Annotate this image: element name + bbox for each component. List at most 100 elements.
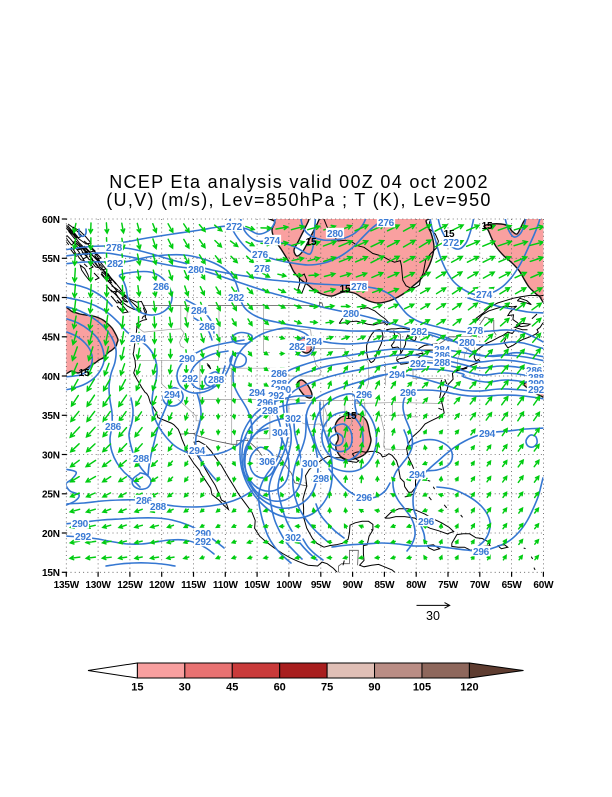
- svg-text:(U,V) (m/s), Lev=850hPa ; T (K: (U,V) (m/s), Lev=850hPa ; T (K), Lev=950: [106, 190, 491, 210]
- svg-text:298: 298: [313, 474, 330, 485]
- svg-text:286: 286: [434, 351, 451, 362]
- svg-text:115W: 115W: [181, 580, 207, 591]
- svg-text:120: 120: [460, 682, 478, 694]
- svg-text:15: 15: [79, 368, 90, 379]
- svg-text:292: 292: [182, 374, 199, 385]
- svg-text:296: 296: [418, 517, 435, 528]
- svg-text:292: 292: [410, 359, 427, 370]
- svg-text:298: 298: [262, 406, 279, 417]
- svg-text:105W: 105W: [244, 580, 270, 591]
- svg-text:300: 300: [302, 459, 319, 470]
- svg-text:70W: 70W: [470, 580, 491, 591]
- svg-text:292: 292: [528, 385, 545, 396]
- svg-text:95W: 95W: [311, 580, 332, 591]
- svg-text:294: 294: [189, 446, 206, 457]
- svg-text:15: 15: [482, 221, 493, 232]
- svg-text:286: 286: [136, 496, 153, 507]
- svg-text:30N: 30N: [42, 450, 60, 461]
- svg-text:280: 280: [327, 229, 344, 240]
- svg-text:282: 282: [411, 327, 428, 338]
- svg-text:296: 296: [356, 390, 373, 401]
- svg-text:284: 284: [191, 306, 208, 317]
- svg-text:15: 15: [306, 237, 317, 248]
- svg-text:105: 105: [413, 682, 431, 694]
- svg-text:125W: 125W: [117, 580, 143, 591]
- svg-text:30: 30: [426, 609, 440, 623]
- svg-text:280: 280: [188, 265, 205, 276]
- svg-text:278: 278: [467, 326, 484, 337]
- svg-text:55N: 55N: [42, 254, 60, 265]
- svg-text:60W: 60W: [533, 580, 554, 591]
- svg-text:286: 286: [153, 282, 170, 293]
- svg-text:292: 292: [75, 532, 92, 543]
- svg-text:288: 288: [150, 502, 167, 513]
- svg-text:290: 290: [72, 519, 89, 530]
- svg-text:280: 280: [343, 309, 360, 320]
- svg-text:90W: 90W: [343, 580, 364, 591]
- svg-text:286: 286: [271, 369, 288, 380]
- svg-text:282: 282: [228, 293, 245, 304]
- svg-text:45N: 45N: [42, 333, 60, 344]
- svg-text:135W: 135W: [54, 580, 80, 591]
- svg-text:290: 290: [195, 529, 212, 540]
- svg-text:60: 60: [274, 682, 286, 694]
- svg-text:296: 296: [400, 388, 417, 399]
- svg-text:15: 15: [131, 682, 143, 694]
- svg-text:45: 45: [226, 682, 238, 694]
- svg-text:278: 278: [254, 264, 271, 275]
- svg-text:302: 302: [285, 533, 302, 544]
- svg-text:80W: 80W: [406, 580, 427, 591]
- svg-text:40N: 40N: [42, 372, 60, 383]
- svg-text:286: 286: [199, 322, 216, 333]
- svg-text:294: 294: [409, 470, 426, 481]
- svg-text:278: 278: [351, 282, 368, 293]
- svg-text:35N: 35N: [42, 411, 60, 422]
- svg-text:290: 290: [179, 354, 196, 365]
- svg-text:15: 15: [340, 284, 351, 295]
- svg-text:286: 286: [526, 366, 543, 377]
- svg-text:282: 282: [107, 259, 124, 270]
- svg-text:110W: 110W: [213, 580, 239, 591]
- svg-text:120W: 120W: [149, 580, 175, 591]
- svg-text:15: 15: [444, 229, 455, 240]
- svg-text:294: 294: [164, 390, 181, 401]
- svg-text:65W: 65W: [502, 580, 523, 591]
- svg-text:282: 282: [289, 342, 306, 353]
- svg-text:30: 30: [179, 682, 191, 694]
- svg-text:288: 288: [208, 375, 225, 386]
- svg-text:294: 294: [479, 429, 496, 440]
- svg-text:130W: 130W: [85, 580, 111, 591]
- svg-text:294: 294: [389, 370, 406, 381]
- svg-text:75W: 75W: [438, 580, 459, 591]
- svg-text:286: 286: [105, 422, 122, 433]
- svg-text:15: 15: [346, 411, 357, 422]
- svg-text:90: 90: [368, 682, 380, 694]
- svg-text:25N: 25N: [42, 490, 60, 501]
- svg-text:292: 292: [195, 537, 212, 548]
- svg-text:60N: 60N: [42, 215, 60, 226]
- svg-text:288: 288: [434, 358, 451, 369]
- svg-text:296: 296: [356, 493, 373, 504]
- svg-text:20N: 20N: [42, 529, 60, 540]
- svg-text:292: 292: [268, 391, 285, 402]
- svg-text:306: 306: [259, 457, 276, 468]
- svg-text:276: 276: [378, 218, 395, 229]
- svg-text:75: 75: [321, 682, 333, 694]
- svg-text:296: 296: [257, 398, 274, 409]
- svg-text:294: 294: [249, 388, 266, 399]
- svg-text:100W: 100W: [276, 580, 302, 591]
- svg-text:280: 280: [459, 338, 476, 349]
- svg-text:304: 304: [272, 428, 289, 439]
- svg-text:274: 274: [476, 290, 493, 301]
- svg-text:276: 276: [252, 250, 269, 261]
- svg-text:NCEP Eta analysis valid 00Z 04: NCEP Eta analysis valid 00Z 04 oct 2002: [109, 172, 489, 192]
- svg-text:288: 288: [133, 454, 150, 465]
- svg-text:296: 296: [473, 547, 490, 558]
- svg-text:272: 272: [443, 238, 460, 249]
- svg-text:284: 284: [306, 337, 323, 348]
- svg-text:85W: 85W: [374, 580, 395, 591]
- svg-text:278: 278: [106, 243, 123, 254]
- svg-text:272: 272: [226, 222, 243, 233]
- svg-text:284: 284: [130, 334, 147, 345]
- svg-text:15N: 15N: [42, 568, 60, 579]
